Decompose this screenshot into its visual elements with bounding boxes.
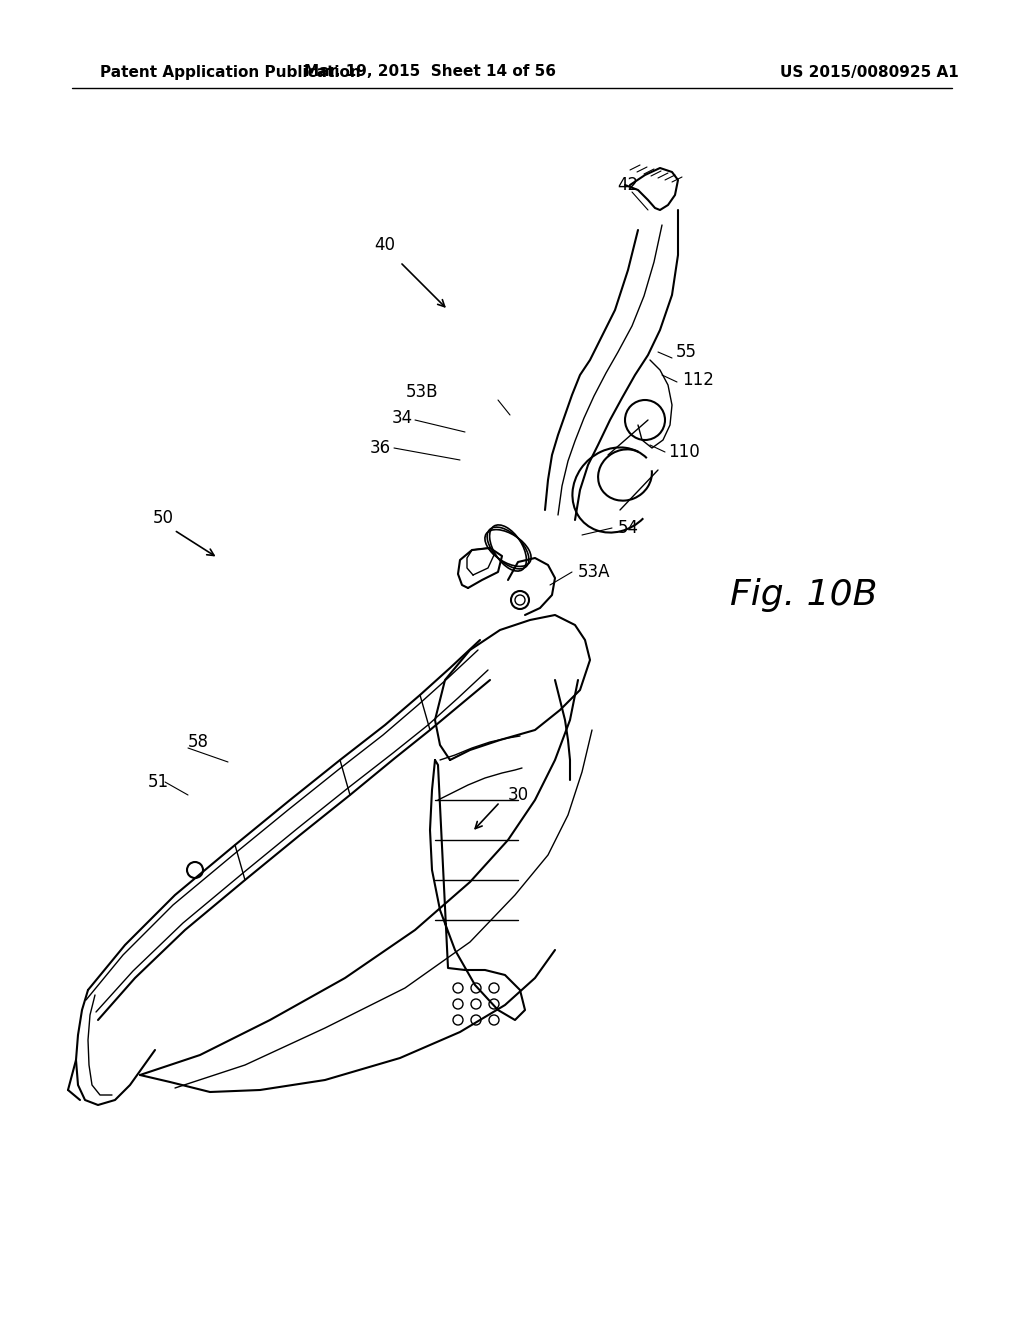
Text: 36: 36 (370, 440, 390, 457)
Text: 42: 42 (617, 176, 639, 194)
Text: 30: 30 (508, 785, 529, 804)
Text: 53B: 53B (406, 383, 438, 401)
Text: 110: 110 (668, 444, 699, 461)
Text: 34: 34 (391, 409, 413, 426)
Text: 53A: 53A (578, 564, 610, 581)
Text: 58: 58 (188, 733, 209, 751)
Text: 54: 54 (617, 519, 639, 537)
Text: Patent Application Publication: Patent Application Publication (100, 65, 360, 79)
Text: Mar. 19, 2015  Sheet 14 of 56: Mar. 19, 2015 Sheet 14 of 56 (304, 65, 556, 79)
Text: 55: 55 (676, 343, 697, 360)
Text: 112: 112 (682, 371, 714, 389)
Text: Fig. 10B: Fig. 10B (730, 578, 878, 612)
Text: 50: 50 (153, 510, 173, 527)
Text: US 2015/0080925 A1: US 2015/0080925 A1 (780, 65, 958, 79)
Text: 40: 40 (375, 236, 395, 253)
Text: 51: 51 (148, 774, 169, 791)
